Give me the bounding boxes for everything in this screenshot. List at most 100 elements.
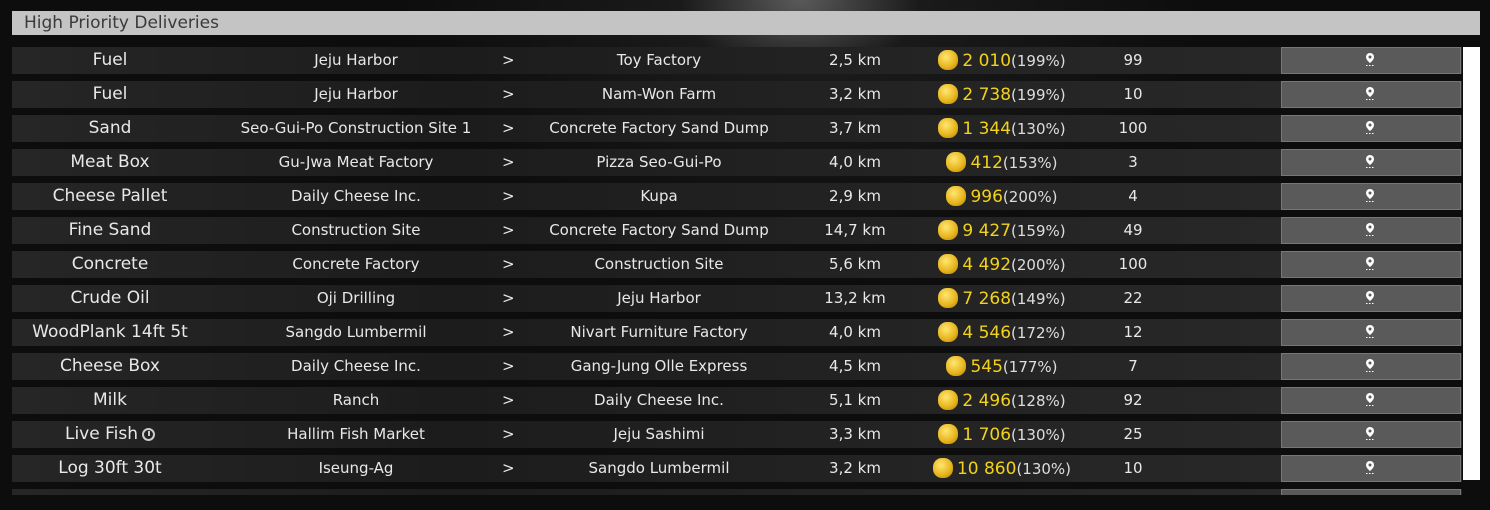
distance: 2,9 km — [829, 187, 881, 205]
cargo-label: Concrete — [71, 254, 149, 274]
show-on-map-button[interactable] — [1281, 455, 1461, 482]
reward: 1 706(130%) — [912, 424, 1092, 445]
show-on-map-button[interactable] — [1281, 251, 1461, 278]
arrow-icon: > — [502, 255, 515, 273]
delivery-row[interactable]: Milk Ranch > Daily Cheese Inc. 5,1 km 2 … — [12, 387, 1462, 414]
arrow-icon: > — [502, 357, 515, 375]
delivery-row[interactable]: Crude Oil Oji Drilling > Jeju Harbor 13,… — [12, 285, 1462, 312]
gold-coins-icon — [938, 118, 959, 138]
show-on-map-button[interactable] — [1281, 183, 1461, 210]
reward-amount: 545 — [970, 357, 1003, 377]
cargo-label: Milk — [93, 390, 127, 410]
delivery-row[interactable]: Cheese Box Daily Cheese Inc. > Gang-Jung… — [12, 353, 1462, 380]
reward-percent: (200%) — [1011, 256, 1066, 274]
show-on-map-button[interactable] — [1281, 285, 1461, 312]
arrow-icon: > — [502, 119, 515, 137]
reward-amount: 2 738 — [962, 85, 1012, 105]
origin: Ranch — [332, 391, 380, 409]
show-on-map-button[interactable] — [1281, 149, 1461, 176]
reward-percent: (149%) — [1011, 290, 1066, 308]
reward-amount: 2 010 — [962, 51, 1012, 71]
delivery-row[interactable]: WoodPlank 14ft 5t Sangdo Lumbermil > Niv… — [12, 319, 1462, 346]
cargo-count: 49 — [1123, 221, 1143, 239]
reward: 2 010(199%) — [912, 50, 1092, 71]
gold-coins-icon — [932, 458, 953, 478]
cargo-name: Milk — [12, 390, 208, 410]
arrow-icon: > — [502, 85, 515, 103]
arrow-icon: > — [502, 289, 515, 307]
cargo-label: Live Fish — [64, 424, 138, 444]
cargo-name: Crude Oil — [12, 288, 208, 308]
delivery-row[interactable]: Log 30ft 30t Iseung-Ag > Sangdo Lumbermi… — [12, 455, 1462, 482]
cargo-label: Cheese Pallet — [52, 186, 168, 206]
panel-header: High Priority Deliveries — [12, 11, 1480, 35]
show-on-map-button[interactable] — [1281, 81, 1461, 108]
reward-amount: 7 268 — [962, 289, 1012, 309]
gold-coins-icon — [938, 390, 959, 410]
origin: Concrete Factory — [292, 255, 420, 273]
delivery-row[interactable]: Concrete Concrete Factory > Construction… — [12, 251, 1462, 278]
delivery-row[interactable]: Fine Sand Construction Site > Concrete F… — [12, 217, 1462, 244]
gold-coins-icon — [938, 254, 959, 274]
reward-amount: 996 — [970, 187, 1003, 207]
cargo-label: Sand — [88, 118, 132, 138]
cargo-count: 99 — [1123, 51, 1143, 69]
show-on-map-button[interactable] — [1281, 387, 1461, 414]
show-on-map-button[interactable] — [1281, 489, 1461, 495]
arrow-icon: > — [502, 153, 515, 171]
cargo-name: WoodPlank 14ft 5t — [12, 322, 208, 342]
reward: 9 427(159%) — [912, 220, 1092, 241]
cargo-count: 100 — [1118, 255, 1148, 273]
origin: Sangdo Lumbermil — [285, 323, 427, 341]
arrow-icon: > — [502, 51, 515, 69]
destination: Jeju Harbor — [617, 289, 701, 307]
scrollbar[interactable] — [1463, 47, 1480, 480]
origin: Jeju Harbor — [314, 51, 398, 69]
cargo-label: Fuel — [92, 84, 128, 104]
origin: Daily Cheese Inc. — [291, 357, 421, 375]
gold-coins-icon — [946, 356, 967, 376]
delivery-row[interactable]: Fuel Jeju Harbor > Nam-Won Farm 3,2 km 2… — [12, 81, 1462, 108]
reward: 545(177%) — [912, 356, 1092, 377]
cargo-label: Meat Box — [70, 152, 150, 172]
reward-percent: (199%) — [1011, 86, 1066, 104]
cargo-name: Fuel — [12, 84, 208, 104]
show-on-map-button[interactable] — [1281, 319, 1461, 346]
reward-amount: 1 344 — [962, 119, 1012, 139]
reward-percent: (130%) — [1011, 120, 1066, 138]
show-on-map-button[interactable] — [1281, 47, 1461, 74]
distance: 3,3 km — [829, 425, 881, 443]
reward-amount: 4 492 — [962, 255, 1012, 275]
cargo-count: 10 — [1123, 85, 1143, 103]
cargo-count: 22 — [1123, 289, 1143, 307]
distance: 4,0 km — [829, 323, 881, 341]
reward-percent: (199%) — [1011, 52, 1066, 70]
show-on-map-button[interactable] — [1281, 421, 1461, 448]
cargo-name: Fuel — [12, 50, 208, 70]
reward-percent: (130%) — [1011, 426, 1066, 444]
origin: Daily Cheese Inc. — [291, 187, 421, 205]
delivery-row[interactable]: Live Fish Hallim Fish Market > Jeju Sash… — [12, 421, 1462, 448]
reward: 1 344(130%) — [912, 118, 1092, 139]
delivery-row-partial[interactable] — [12, 489, 1462, 495]
origin: Gu-Jwa Meat Factory — [278, 153, 434, 171]
delivery-row[interactable]: Cheese Pallet Daily Cheese Inc. > Kupa 2… — [12, 183, 1462, 210]
reward-amount: 2 496 — [962, 391, 1012, 411]
destination: Toy Factory — [616, 51, 702, 69]
cargo-name: Log 30ft 30t — [12, 458, 208, 478]
cargo-name: Live Fish — [12, 424, 208, 444]
delivery-row[interactable]: Meat Box Gu-Jwa Meat Factory > Pizza Seo… — [12, 149, 1462, 176]
destination: Nivart Furniture Factory — [570, 323, 748, 341]
origin: Hallim Fish Market — [287, 425, 425, 443]
show-on-map-button[interactable] — [1281, 353, 1461, 380]
show-on-map-button[interactable] — [1281, 115, 1461, 142]
distance: 5,1 km — [829, 391, 881, 409]
delivery-row[interactable]: Sand Seo-Gui-Po Construction Site 1 > Co… — [12, 115, 1462, 142]
delivery-row[interactable]: Fuel Jeju Harbor > Toy Factory 2,5 km 2 … — [12, 47, 1462, 74]
reward: 2 738(199%) — [912, 84, 1092, 105]
distance: 5,6 km — [829, 255, 881, 273]
destination: Sangdo Lumbermil — [588, 459, 730, 477]
arrow-icon: > — [502, 425, 515, 443]
gold-coins-icon — [946, 152, 967, 172]
show-on-map-button[interactable] — [1281, 217, 1461, 244]
